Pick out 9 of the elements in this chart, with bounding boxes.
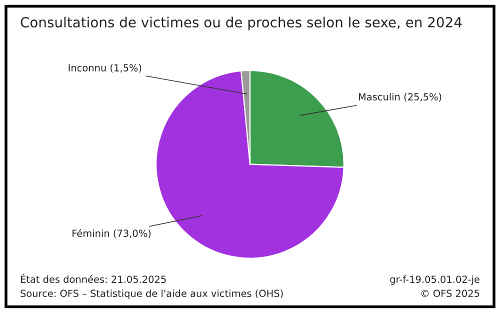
text: gr-f-19.05.01.02-je bbox=[390, 275, 480, 285]
text: © OFS 2025 bbox=[421, 290, 480, 298]
slice-label: Masculin (25,5%) bbox=[358, 92, 442, 102]
slice-label: Inconnu (1,5%) bbox=[68, 64, 142, 73]
text: État des données: 21.05.2025 bbox=[20, 274, 166, 283]
slice-label: Féminin (73,0%) bbox=[72, 229, 151, 238]
pie-slice bbox=[156, 70, 344, 259]
source-note: Source: OFS – Statistique de l'aide aux victimes (OHS) bbox=[20, 290, 283, 299]
chart-title: Consultations de victimes ou de proches selon le sexe, en 2024 bbox=[20, 16, 462, 30]
